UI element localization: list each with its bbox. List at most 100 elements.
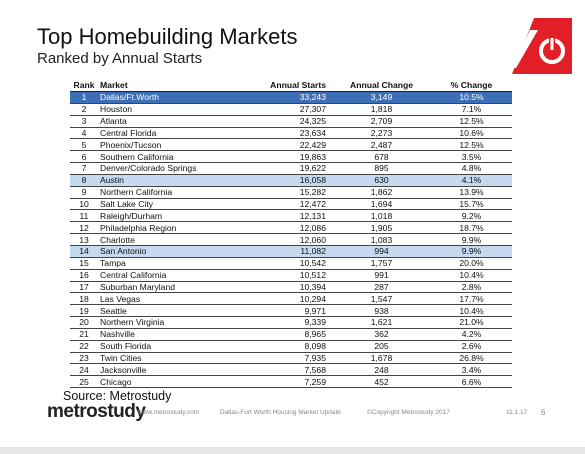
table-cell: Tampa xyxy=(98,257,252,270)
table-cell: 1,083 xyxy=(332,233,431,246)
table-cell: 9 xyxy=(70,186,98,199)
table-cell: Atlanta xyxy=(98,115,252,128)
table-cell: 10.4% xyxy=(431,304,512,318)
footer-date: 11.1.17 xyxy=(506,409,528,416)
table-cell: 994 xyxy=(332,245,431,258)
table-row: 22 South Florida 8,098 205 2.6% xyxy=(70,340,512,353)
table-row: 11 Raleigh/Durham 12,131 1,018 9.2% xyxy=(70,209,512,223)
table-cell: 248 xyxy=(332,363,431,377)
table-cell: 1,018 xyxy=(332,209,431,223)
column-header: % Change xyxy=(431,79,512,92)
table-cell: 7,935 xyxy=(252,352,332,365)
table-cell: 23 xyxy=(70,352,98,365)
table-cell: 19,863 xyxy=(252,150,332,164)
table-cell: Dallas/Ft.Worth xyxy=(98,91,252,104)
table-cell: Seattle xyxy=(98,304,252,318)
table-cell: 13.9% xyxy=(431,186,512,199)
table-cell: 12 xyxy=(70,221,98,235)
table-cell: 7.1% xyxy=(431,103,512,116)
table-cell: 23,634 xyxy=(252,127,332,140)
table-cell: 3.4% xyxy=(431,363,512,377)
table-cell: 22 xyxy=(70,340,98,353)
table-cell: 10,394 xyxy=(252,281,332,294)
table-cell: 22,429 xyxy=(252,138,332,152)
bottom-band xyxy=(0,447,585,454)
table-cell: 1,678 xyxy=(332,352,431,365)
table-cell: 6 xyxy=(70,150,98,164)
table-cell: Jacksonville xyxy=(98,363,252,377)
table-cell: 452 xyxy=(332,375,431,389)
table-row: 18 Las Vegas 10,294 1,547 17.7% xyxy=(70,292,512,306)
table-cell: 24 xyxy=(70,363,98,377)
table-cell: 895 xyxy=(332,162,431,175)
table-row: 24 Jacksonville 7,568 248 3.4% xyxy=(70,363,512,377)
table-cell: Southern California xyxy=(98,150,252,164)
table-cell: 15 xyxy=(70,257,98,270)
table-cell: 12,131 xyxy=(252,209,332,223)
table-cell: Austin xyxy=(98,174,252,187)
table-cell: 33,243 xyxy=(252,91,332,104)
table-cell: 19,622 xyxy=(252,162,332,175)
table-cell: 26.8% xyxy=(431,352,512,365)
table-cell: 2,709 xyxy=(332,115,431,128)
table-cell: Central Florida xyxy=(98,127,252,140)
markets-table: Rank Market Annual Starts Annual Change% Ch… xyxy=(70,79,512,389)
table-row: 5 Phoenix/Tucson 22,429 2,487 12.5% xyxy=(70,138,512,152)
table-cell: 11 xyxy=(70,209,98,223)
table-cell: 19 xyxy=(70,304,98,318)
table-cell: Northern California xyxy=(98,186,252,199)
table-cell: 1,621 xyxy=(332,316,431,329)
table-cell: 12,472 xyxy=(252,198,332,211)
table-cell: 12.5% xyxy=(431,115,512,128)
table-cell: Las Vegas xyxy=(98,292,252,306)
table-cell: 17.7% xyxy=(431,292,512,306)
table-row: 9 Northern California 15,282 1,862 13.9% xyxy=(70,186,512,199)
table-cell: 18.7% xyxy=(431,221,512,235)
table-cell: 10,294 xyxy=(252,292,332,306)
table-cell: 15.7% xyxy=(431,198,512,211)
table-row: 12 Philadelphia Region 12,086 1,905 18.7% xyxy=(70,221,512,235)
table-row: 1 Dallas/Ft.Worth 33,243 3,149 10.5% xyxy=(70,91,512,104)
table-cell: 5 xyxy=(70,138,98,152)
table-cell: 9,971 xyxy=(252,304,332,318)
table-cell: 10,542 xyxy=(252,257,332,270)
table-cell: 16 xyxy=(70,269,98,282)
table-row: 7 Denver/Colorado Springs 19,622 895 4.8% xyxy=(70,162,512,175)
table-row: 10 Salt Lake City 12,472 1,694 15.7% xyxy=(70,198,512,211)
table-row: 21 Nashville 8,965 362 4.2% xyxy=(70,328,512,341)
table-cell: 10,512 xyxy=(252,269,332,282)
table-cell: Raleigh/Durham xyxy=(98,209,252,223)
table-row: 2 Houston 27,307 1,818 7.1% xyxy=(70,103,512,116)
table-cell: 1 xyxy=(70,91,98,104)
table-cell: Nashville xyxy=(98,328,252,341)
table-cell: 24,325 xyxy=(252,115,332,128)
table-cell: 8,098 xyxy=(252,340,332,353)
table-cell: 4 xyxy=(70,127,98,140)
table-cell: 16,058 xyxy=(252,174,332,187)
table-cell: Houston xyxy=(98,103,252,116)
table-cell: 12,086 xyxy=(252,221,332,235)
table-cell: 7,568 xyxy=(252,363,332,377)
table-cell: 1,862 xyxy=(332,186,431,199)
table-cell: 20 xyxy=(70,316,98,329)
table-cell: Central California xyxy=(98,269,252,282)
table-cell: 17 xyxy=(70,281,98,294)
table-cell: 11,082 xyxy=(252,245,332,258)
table-row: 17 Suburban Maryland 10,394 287 2.8% xyxy=(70,281,512,294)
table-cell: San Antonio xyxy=(98,245,252,258)
table-cell: 2 xyxy=(70,103,98,116)
brand-icon xyxy=(512,18,572,74)
column-header: Annual Starts xyxy=(252,79,332,92)
table-row: 20 Northern Virginia 9,339 1,621 21.0% xyxy=(70,316,512,329)
table-cell: 3,149 xyxy=(332,91,431,104)
table-cell: 13 xyxy=(70,233,98,246)
table-cell: 4.1% xyxy=(431,174,512,187)
table-cell: 2.6% xyxy=(431,340,512,353)
table-cell: 12.5% xyxy=(431,138,512,152)
table-row: 6 Southern California 19,863 678 3.5% xyxy=(70,150,512,164)
table-cell: 205 xyxy=(332,340,431,353)
table-cell: 678 xyxy=(332,150,431,164)
table-cell: South Florida xyxy=(98,340,252,353)
table-cell: 10.5% xyxy=(431,91,512,104)
footer-copyright: ©Copyright Metrostudy 2017 xyxy=(367,409,450,416)
